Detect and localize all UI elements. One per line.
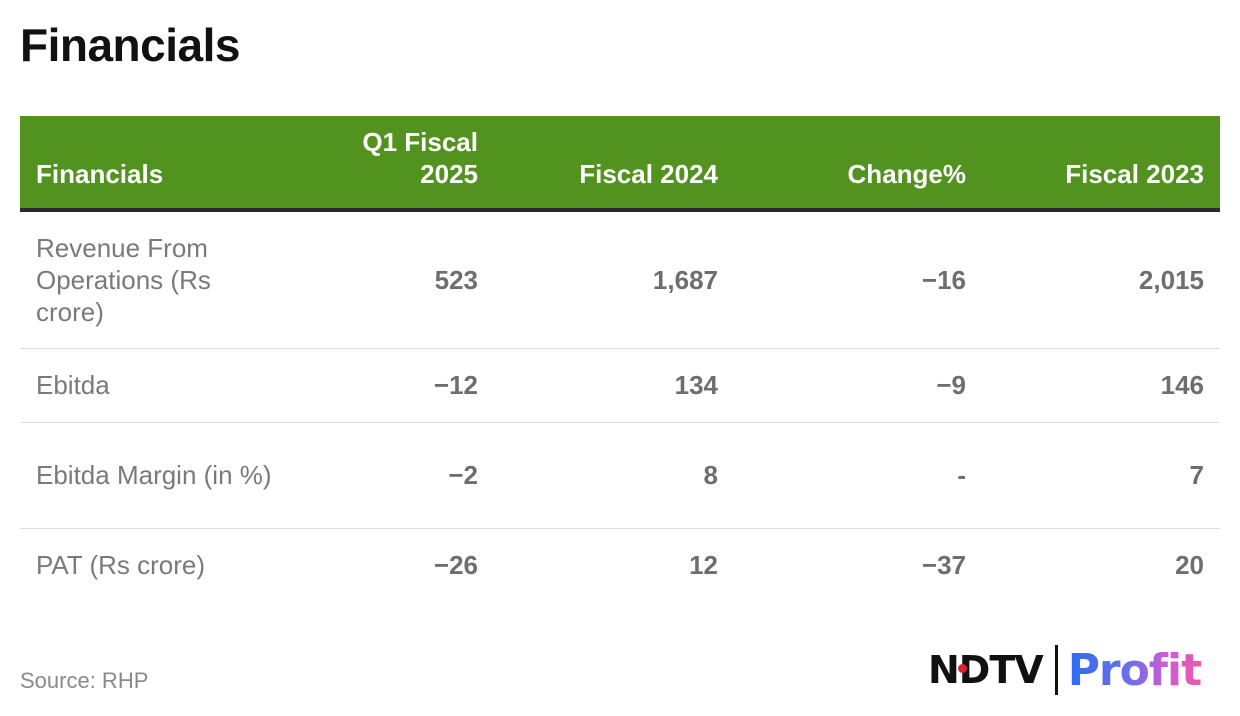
- page-title: Financials: [20, 19, 240, 71]
- table-row: Revenue From Operations (Rs crore) 523 1…: [20, 210, 1220, 349]
- table-cell: 20: [1175, 550, 1204, 581]
- table-cell: −2: [286, 422, 494, 529]
- ndtv-logo: NDTV: [928, 648, 1044, 692]
- table-row: PAT (Rs crore) −26 12 −37 20: [20, 528, 1220, 602]
- table-header-row: Financials Q1 Fiscal 2025 Fiscal 2024 Ch…: [20, 116, 1220, 212]
- column-header: Financials: [20, 116, 286, 212]
- source-note: Source: RHP: [20, 668, 149, 693]
- logo-divider: [1054, 645, 1058, 695]
- table-cell: 8: [494, 422, 734, 529]
- ndtv-profit-logo: NDTV Profit: [928, 644, 1202, 696]
- table-cell: 2,015: [982, 210, 1220, 349]
- logo-red-dot-icon: [958, 664, 967, 673]
- column-header: Fiscal 2023: [982, 116, 1220, 212]
- financials-table: Financials Q1 Fiscal 2025 Fiscal 2024 Ch…: [20, 116, 1220, 602]
- profit-logo-text: Profit: [1067, 644, 1202, 696]
- row-label: PAT (Rs crore): [36, 550, 206, 581]
- table-cell: −37: [921, 550, 966, 581]
- table-cell: 1,687: [494, 210, 734, 349]
- table-cell: 12: [689, 550, 718, 581]
- table-cell: 523: [286, 210, 494, 349]
- row-label: Revenue From Operations (Rs crore): [20, 210, 286, 349]
- ndtv-logo-text: NDTV: [928, 648, 1044, 692]
- table-cell: 146: [982, 348, 1220, 423]
- column-header: Q1 Fiscal 2025: [286, 116, 494, 212]
- table-cell: 7: [982, 422, 1220, 529]
- table-cell: −16: [734, 210, 982, 349]
- row-label: Ebitda Margin (in %): [20, 422, 286, 529]
- row-label: Ebitda: [20, 348, 286, 423]
- table-cell: -: [734, 422, 982, 529]
- table-row: Ebitda Margin (in %) −2 8 - 7: [20, 422, 1220, 529]
- table-cell: −26: [433, 550, 478, 581]
- column-header: Change%: [734, 116, 982, 212]
- table-cell: 134: [494, 348, 734, 423]
- table-cell: −12: [286, 348, 494, 423]
- table-cell: −9: [734, 348, 982, 423]
- table-row: Ebitda −12 134 −9 146: [20, 348, 1220, 423]
- column-header: Fiscal 2024: [494, 116, 734, 212]
